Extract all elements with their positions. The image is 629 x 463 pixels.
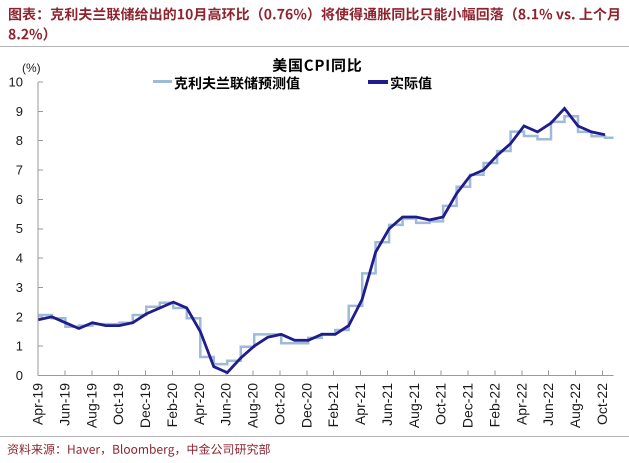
svg-text:9: 9 (16, 104, 23, 119)
svg-text:Oct-21: Oct-21 (433, 383, 449, 425)
svg-text:Jun-19: Jun-19 (56, 383, 72, 426)
svg-text:Aug-19: Aug-19 (83, 383, 99, 428)
svg-text:0: 0 (16, 368, 23, 383)
svg-text:Oct-19: Oct-19 (110, 383, 126, 425)
svg-text:Dec-21: Dec-21 (460, 383, 476, 428)
svg-text:3: 3 (16, 280, 23, 295)
svg-text:Aug-22: Aug-22 (567, 383, 583, 428)
svg-text:Aug-21: Aug-21 (406, 383, 422, 428)
svg-text:8: 8 (16, 133, 23, 148)
svg-text:Jun-21: Jun-21 (379, 383, 395, 426)
svg-text:Dec-20: Dec-20 (298, 383, 314, 428)
svg-text:Apr-22: Apr-22 (513, 383, 529, 425)
svg-text:Apr-19: Apr-19 (30, 383, 46, 425)
svg-text:Dec-19: Dec-19 (137, 383, 153, 428)
svg-text:Apr-21: Apr-21 (352, 383, 368, 425)
svg-text:Jun-22: Jun-22 (540, 383, 556, 426)
svg-text:5: 5 (16, 221, 23, 236)
svg-text:10: 10 (9, 75, 23, 90)
svg-text:Oct-20: Oct-20 (271, 383, 287, 425)
svg-text:Oct-22: Oct-22 (594, 383, 610, 425)
svg-text:Feb-21: Feb-21 (325, 383, 341, 428)
svg-text:1: 1 (16, 339, 23, 354)
svg-text:7: 7 (16, 163, 23, 178)
svg-text:2: 2 (16, 309, 23, 324)
svg-text:Apr-20: Apr-20 (191, 383, 207, 425)
svg-text:Feb-22: Feb-22 (487, 383, 503, 428)
svg-text:6: 6 (16, 192, 23, 207)
svg-text:Feb-20: Feb-20 (164, 383, 180, 428)
svg-text:Jun-20: Jun-20 (218, 383, 234, 426)
svg-text:Aug-20: Aug-20 (245, 383, 261, 428)
svg-text:4: 4 (16, 251, 23, 266)
